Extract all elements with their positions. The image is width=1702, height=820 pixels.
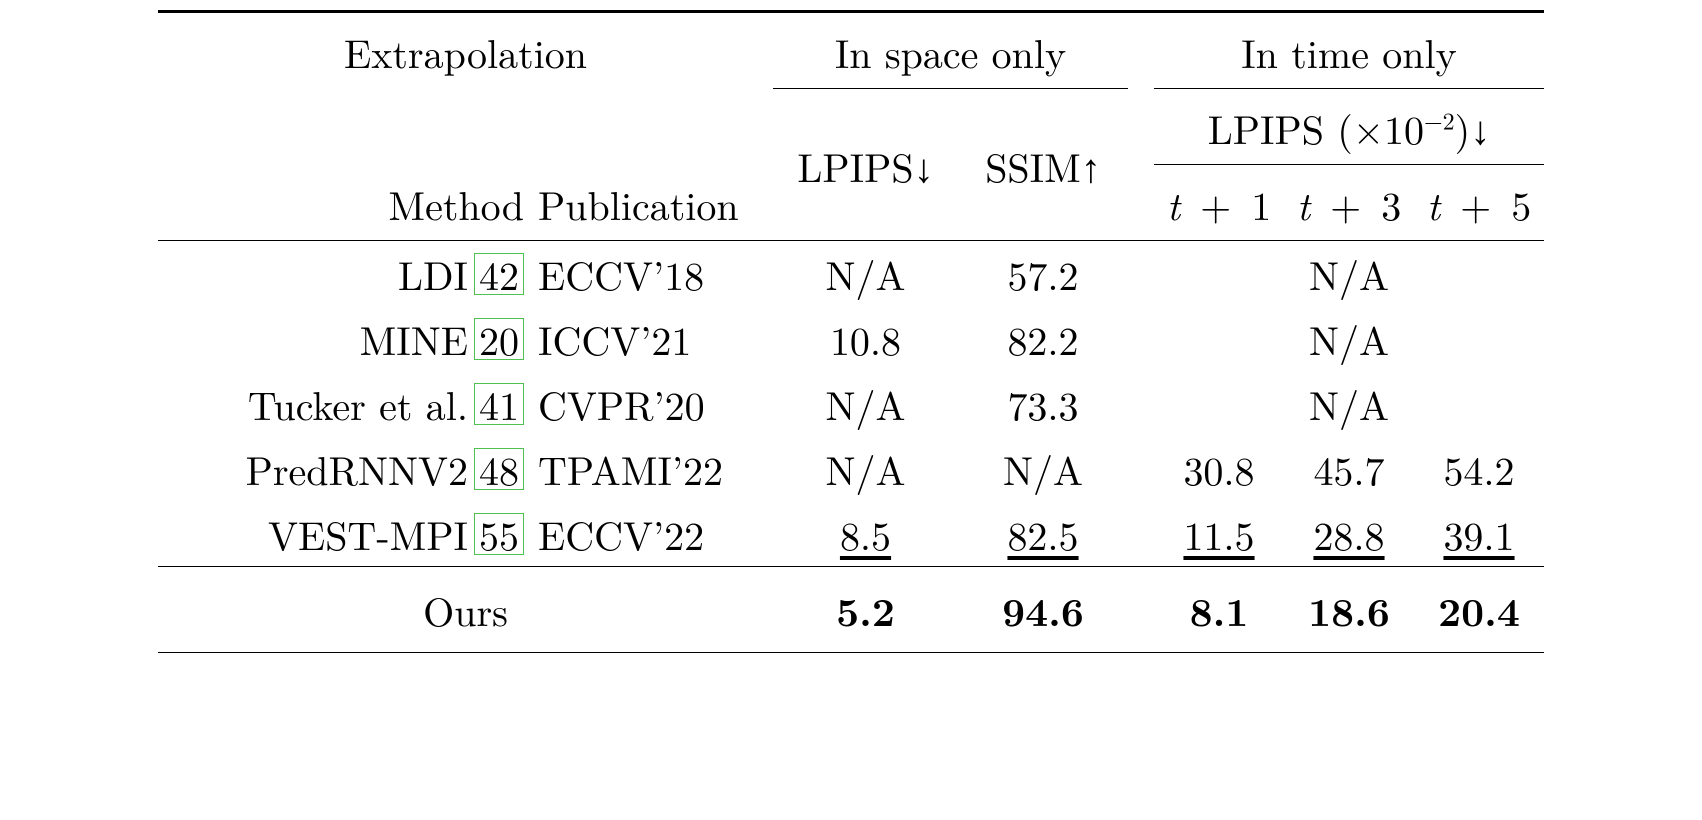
citation-ref[interactable]: 55 bbox=[474, 513, 524, 555]
header-extrapolation: Extrapolation bbox=[344, 23, 587, 80]
header-publication: Publication bbox=[538, 175, 739, 232]
time-lpips-t1-cell: 30.8 bbox=[1154, 436, 1284, 501]
publication-cell: ICCV’21 bbox=[538, 306, 773, 371]
citation-ref[interactable]: 42 bbox=[474, 253, 524, 295]
method-name: Tucker et al. bbox=[248, 375, 468, 432]
time-lpips-t3-cell: 28.8 bbox=[1284, 501, 1414, 567]
time-lpips-t5-cell: 39.1 bbox=[1414, 501, 1544, 567]
table-row: Tucker et al.41CVPR’20N/A73.3N/A bbox=[158, 371, 1544, 436]
space-ssim-cell: 57.2 bbox=[958, 241, 1128, 306]
ours-lpips: 5.2 bbox=[773, 567, 958, 653]
method-name: VEST-MPI bbox=[268, 505, 468, 562]
header-in-time: In time only bbox=[1241, 23, 1457, 80]
time-lpips-na-cell: N/A bbox=[1154, 306, 1544, 371]
ours-ssim: 94.6 bbox=[958, 567, 1128, 653]
citation-ref[interactable]: 41 bbox=[474, 383, 524, 425]
header-method: Method bbox=[388, 175, 524, 232]
space-lpips-cell: 8.5 bbox=[773, 501, 958, 567]
table-row: MINE20 ICCV’2110.882.2 N/A bbox=[158, 306, 1544, 371]
header-t-plus-1: t + 1 bbox=[1167, 175, 1271, 232]
header-row-metrics: LPIPS↓ SSIM↑ LPIPS (×10−2)↓ bbox=[158, 89, 1544, 165]
method-name: LDI bbox=[398, 245, 468, 302]
space-ssim-cell: 82.5 bbox=[958, 501, 1128, 567]
time-lpips-t1-cell: 11.5 bbox=[1154, 501, 1284, 567]
space-lpips-cell: 10.8 bbox=[773, 306, 958, 371]
ours-row: Ours 5.2 94.6 8.1 18.6 20.4 bbox=[158, 567, 1544, 653]
time-lpips-na-cell: N/A bbox=[1154, 241, 1544, 306]
publication-cell: ECCV’22 bbox=[538, 501, 773, 567]
header-t-plus-3: t + 3 bbox=[1297, 175, 1401, 232]
header-time-lpips: LPIPS (×10−2)↓ bbox=[1208, 99, 1490, 156]
space-lpips-cell: N/A bbox=[773, 436, 958, 501]
citation-ref[interactable]: 20 bbox=[474, 318, 524, 360]
space-lpips-cell: N/A bbox=[773, 371, 958, 436]
time-lpips-t5-cell: 54.2 bbox=[1414, 436, 1544, 501]
publication-cell: TPAMI’22 bbox=[538, 436, 773, 501]
ours-t1: 8.1 bbox=[1154, 567, 1284, 653]
header-in-space: In space only bbox=[835, 23, 1066, 80]
table-wrapper: Extrapolation In space only In time only… bbox=[0, 0, 1702, 653]
publication-cell: CVPR’20 bbox=[538, 371, 773, 436]
table-row: LDI42ECCV’18N/A57.2N/A bbox=[158, 241, 1544, 306]
table-row: PredRNNV248TPAMI’22N/AN/A30.845.754.2 bbox=[158, 436, 1544, 501]
ours-t3: 18.6 bbox=[1284, 567, 1414, 653]
results-table: Extrapolation In space only In time only… bbox=[158, 10, 1544, 653]
space-lpips-cell: N/A bbox=[773, 241, 958, 306]
header-t-plus-5: t + 5 bbox=[1427, 175, 1531, 232]
space-ssim-cell: N/A bbox=[958, 436, 1128, 501]
table-row: VEST-MPI55 ECCV’228.582.5 11.528.839.1 bbox=[158, 501, 1544, 567]
header-row-groups: Extrapolation In space only In time only bbox=[158, 13, 1544, 89]
space-ssim-cell: 73.3 bbox=[958, 371, 1128, 436]
header-space-ssim: SSIM↑ bbox=[985, 137, 1101, 194]
publication-cell: ECCV’18 bbox=[538, 241, 773, 306]
ours-t5: 20.4 bbox=[1414, 567, 1544, 653]
space-ssim-cell: 82.2 bbox=[958, 306, 1128, 371]
method-name: PredRNNV2 bbox=[246, 440, 468, 497]
citation-ref[interactable]: 48 bbox=[474, 448, 524, 490]
header-space-lpips: LPIPS↓ bbox=[797, 137, 933, 194]
ours-label: Ours bbox=[423, 581, 508, 638]
time-lpips-t3-cell: 45.7 bbox=[1284, 436, 1414, 501]
method-name: MINE bbox=[360, 310, 468, 367]
time-lpips-na-cell: N/A bbox=[1154, 371, 1544, 436]
